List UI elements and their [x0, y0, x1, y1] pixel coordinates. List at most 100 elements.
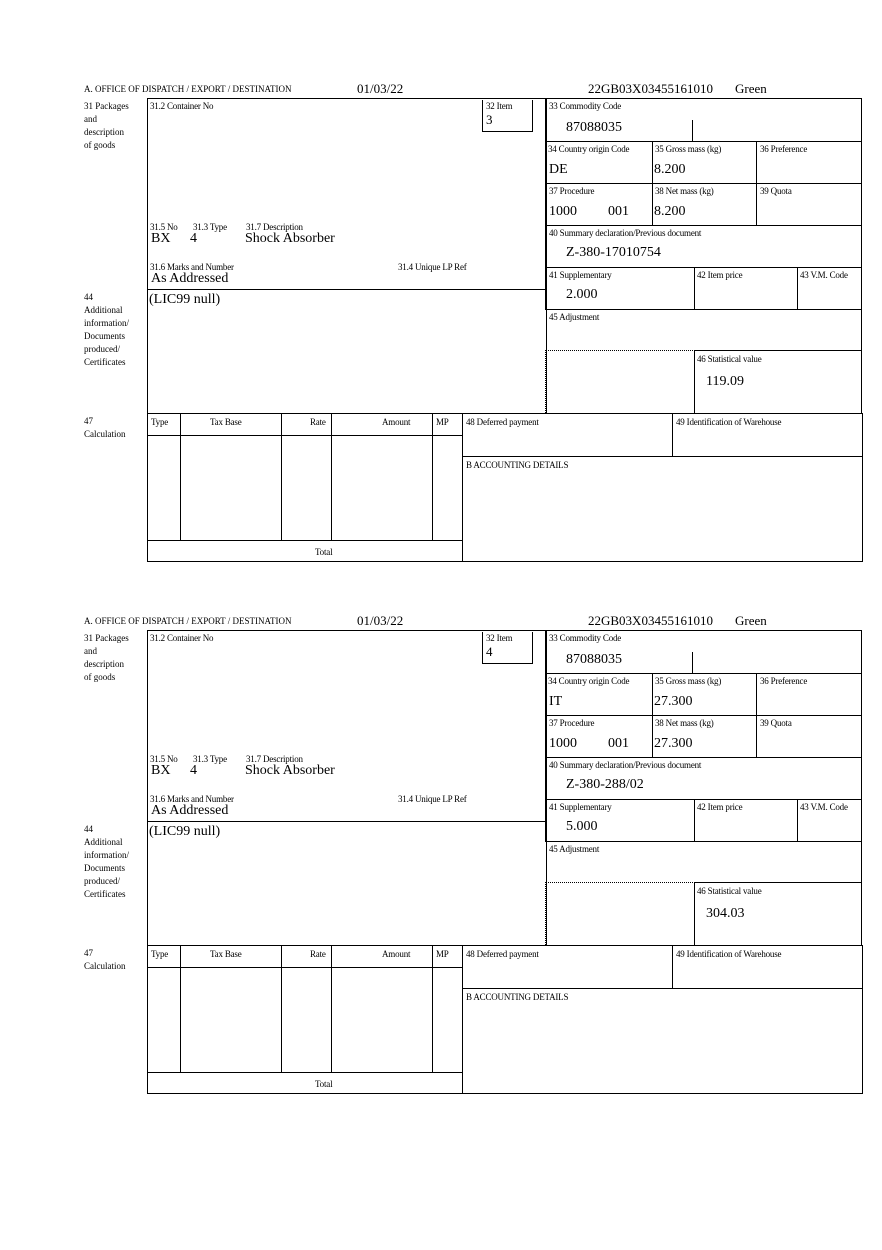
- deferred-label: 48 Deferred payment: [466, 949, 539, 959]
- label-line: Calculation: [84, 429, 126, 439]
- calc-total-label: Total: [315, 1079, 333, 1089]
- calc-col-mp: [432, 945, 463, 1073]
- calc-header-type: Type: [151, 949, 169, 959]
- accounting-details-box: [462, 456, 863, 562]
- deferred-label: 48 Deferred payment: [466, 417, 539, 427]
- preference-label: 36 Preference: [760, 144, 808, 154]
- item-label: 32 Item: [486, 633, 513, 643]
- supplementary-label: 41 Supplementary: [549, 802, 612, 812]
- label-line: 44: [84, 824, 93, 834]
- office-header: A. OFFICE OF DISPATCH / EXPORT / DESTINA…: [84, 616, 292, 626]
- quota-label: 39 Quota: [760, 186, 792, 196]
- description-label: 31.7 Description: [246, 754, 303, 764]
- additional-info-value: (LIC99 null): [149, 292, 221, 307]
- route-status: Green: [735, 613, 767, 628]
- accounting-label: B ACCOUNTING DETAILS: [466, 460, 569, 470]
- calc-col-mp: [432, 413, 463, 541]
- package-count: 4: [190, 231, 197, 246]
- item-price-label: 42 Item price: [697, 270, 743, 280]
- no-label: 31.5 No: [150, 754, 178, 764]
- calc-header-mp: MP: [436, 949, 449, 959]
- country-value: IT: [549, 694, 563, 709]
- declaration-item-form: A. OFFICE OF DISPATCH / EXPORT / DESTINA…: [0, 612, 882, 1102]
- calc-header-tax-base: Tax Base: [210, 949, 242, 959]
- container-no-label: 31.2 Container No: [150, 633, 214, 643]
- previous-document-value: Z-380-17010754: [566, 245, 661, 260]
- dotted-divider: [545, 882, 546, 945]
- label-line: Documents: [84, 863, 125, 873]
- additional-info-value: (LIC99 null): [149, 824, 221, 839]
- calc-col-type: [147, 413, 181, 541]
- marks-label: 31.6 Marks and Number: [150, 794, 234, 804]
- label-line: Certificates: [84, 889, 126, 899]
- summary-label: 40 Summary declaration/Previous document: [549, 228, 702, 238]
- type-label: 31.3 Type: [193, 222, 227, 232]
- box-47-label: 47 Calculation: [84, 947, 126, 973]
- label-line: produced/: [84, 344, 120, 354]
- calc-col-amount: [331, 413, 433, 541]
- item-label: 32 Item: [486, 101, 513, 111]
- summary-label: 40 Summary declaration/Previous document: [549, 760, 702, 770]
- item-number: 4: [486, 644, 493, 659]
- procedure-label: 37 Procedure: [549, 718, 595, 728]
- label-line: Calculation: [84, 961, 126, 971]
- calc-col-tax-base: [180, 945, 282, 1073]
- label-line: and: [84, 114, 97, 124]
- declaration-date: 01/03/22: [357, 81, 404, 96]
- no-label: 31.5 No: [150, 222, 178, 232]
- label-line: 44: [84, 292, 93, 302]
- procedure-label: 37 Procedure: [549, 186, 595, 196]
- calc-header-rate: Rate: [310, 949, 326, 959]
- net-mass-value: 27.300: [654, 736, 693, 751]
- box-44-label: 44 Additional information/ Documents pro…: [84, 823, 129, 901]
- container-no-label: 31.2 Container No: [150, 101, 214, 111]
- procedure-value: 1000: [549, 736, 577, 751]
- previous-document-value: Z-380-288/02: [566, 777, 644, 792]
- calc-header-divider: [147, 967, 463, 968]
- box-45-adjustment: [545, 841, 862, 883]
- statistical-value: 304.03: [706, 906, 745, 921]
- description-label: 31.7 Description: [246, 222, 303, 232]
- gross-mass-value: 8.200: [654, 162, 686, 177]
- label-line: Certificates: [84, 357, 126, 367]
- quota-label: 39 Quota: [760, 718, 792, 728]
- vm-code-label: 43 V.M. Code: [800, 270, 848, 280]
- calc-col-rate: [281, 413, 332, 541]
- label-line: of goods: [84, 140, 116, 150]
- dotted-divider: [545, 882, 695, 883]
- vm-code-label: 43 V.M. Code: [800, 802, 848, 812]
- marks-value: As Addressed: [151, 271, 229, 286]
- box-45-adjustment: [545, 309, 862, 351]
- unique-ref-label: 31.4 Unique LP Ref: [398, 794, 467, 804]
- commodity-label: 33 Commodity Code: [549, 633, 622, 643]
- goods-description: Shock Absorber: [245, 231, 335, 246]
- item-number: 3: [486, 112, 493, 127]
- label-line: of goods: [84, 672, 116, 682]
- procedure-value: 1000: [549, 204, 577, 219]
- calc-header-amount: Amount: [382, 417, 411, 427]
- calc-header-rate: Rate: [310, 417, 326, 427]
- label-line: 47: [84, 416, 93, 426]
- commodity-divider: [692, 120, 693, 141]
- commodity-label: 33 Commodity Code: [549, 101, 622, 111]
- label-line: Additional: [84, 837, 123, 847]
- calc-col-tax-base: [180, 413, 282, 541]
- package-kind: BX: [151, 231, 171, 246]
- adjustment-label: 45 Adjustment: [549, 844, 600, 854]
- preference-label: 36 Preference: [760, 676, 808, 686]
- net-label: 38 Net mass (kg): [655, 718, 714, 728]
- unique-ref-label: 31.4 Unique LP Ref: [398, 262, 467, 272]
- box-47-label: 47 Calculation: [84, 415, 126, 441]
- item-box: [482, 100, 533, 132]
- label-line: and: [84, 646, 97, 656]
- calc-header-tax-base: Tax Base: [210, 417, 242, 427]
- label-line: information/: [84, 850, 129, 860]
- package-count: 4: [190, 763, 197, 778]
- box-31-label: 31 Packages and description of goods: [84, 632, 129, 684]
- procedure-extra-value: 001: [608, 736, 629, 751]
- box-44-label: 44 Additional information/ Documents pro…: [84, 291, 129, 369]
- warehouse-label: 49 Identification of Warehouse: [676, 417, 782, 427]
- label-line: description: [84, 659, 124, 669]
- goods-description: Shock Absorber: [245, 763, 335, 778]
